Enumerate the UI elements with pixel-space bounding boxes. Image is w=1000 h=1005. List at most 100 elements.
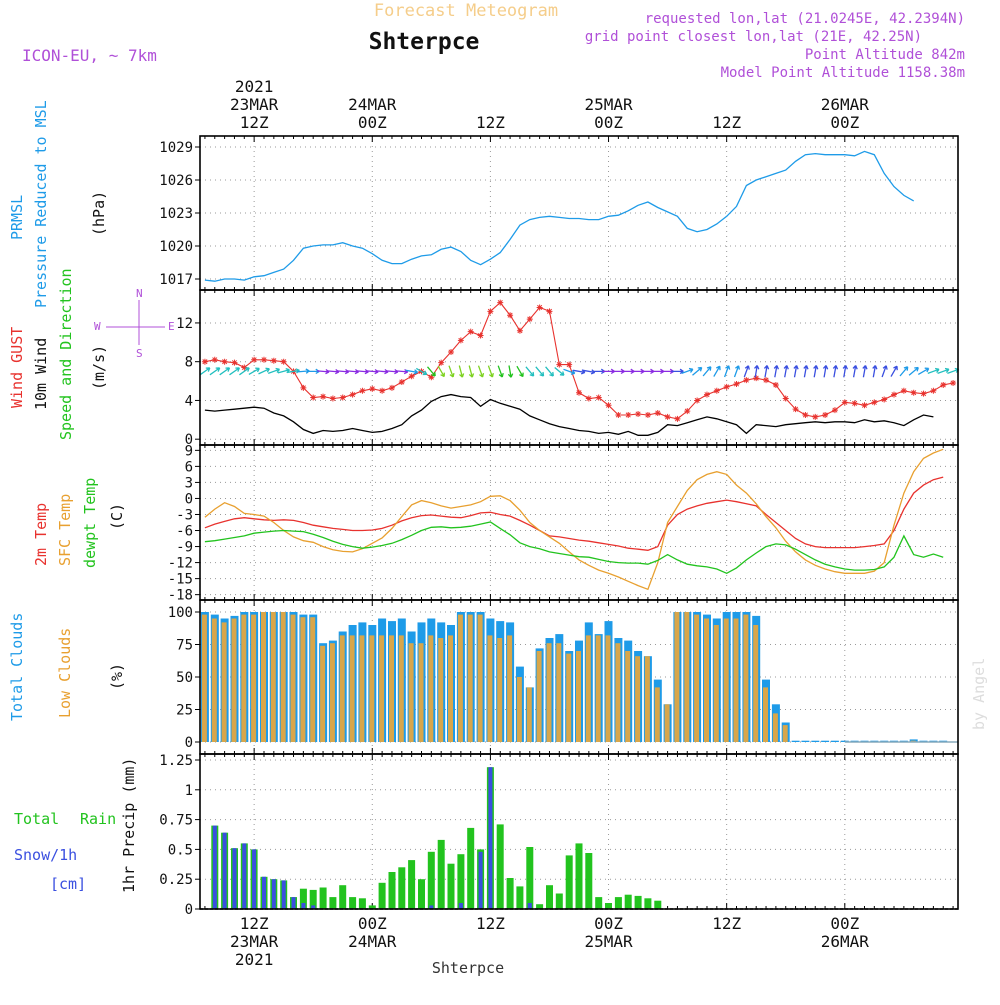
pressure-ytick-label: 1029 xyxy=(159,140,193,156)
rain-label: Rain xyxy=(80,810,116,828)
wind-gust-point xyxy=(526,316,533,323)
rain-bar xyxy=(427,851,435,909)
rain-bar xyxy=(496,824,504,909)
wind-gust-point xyxy=(713,387,720,394)
rain-bar xyxy=(457,854,465,909)
wind-direction-arrow xyxy=(525,366,535,377)
wind-gust-point xyxy=(664,413,671,420)
total-label: Total xyxy=(14,810,59,828)
wind-gust-point xyxy=(595,394,602,401)
low-clouds-bar xyxy=(408,643,414,742)
rain-bar xyxy=(467,827,475,909)
total-clouds-bar xyxy=(821,740,830,742)
point-altitude: Point Altitude 842m xyxy=(805,47,965,63)
wind-gust-point xyxy=(674,415,681,422)
rain-bar xyxy=(378,882,386,909)
wind-direction-arrow xyxy=(385,368,399,375)
wind-gust-point xyxy=(900,387,907,394)
pressure-line xyxy=(204,150,915,282)
low-clouds-bar xyxy=(713,625,719,742)
watermark: by Angel xyxy=(970,658,988,730)
wind-gust-point xyxy=(802,411,809,418)
wind-direction-arrow xyxy=(554,367,565,376)
top-time-tick-label: 12Z xyxy=(240,113,269,132)
rain-bar xyxy=(329,897,337,909)
wind-direction-arrow xyxy=(842,365,848,378)
wind-gust-point xyxy=(812,413,819,420)
wind-gust-point xyxy=(940,381,947,388)
top-time-tick-label: 25MAR xyxy=(584,95,633,114)
wind-direction-arrow xyxy=(317,368,330,375)
wind-ytick-label: 12 xyxy=(176,316,193,332)
wind-direction-arrow xyxy=(783,365,789,378)
wind-direction-arrow xyxy=(872,365,878,378)
wind-ytick-label: 0 xyxy=(185,432,193,448)
wind-gust-point xyxy=(339,394,346,401)
pressure-label-prmsl: PRMSL xyxy=(8,195,26,240)
low-clouds-bar xyxy=(556,643,562,742)
total-clouds-bar xyxy=(801,740,810,742)
low-clouds-bar xyxy=(516,677,522,742)
top-time-tick-label: 26MAR xyxy=(821,95,870,114)
requested-coords: requested lon,lat (21.0245E, 42.2394N) xyxy=(645,11,965,27)
low-clouds-bar xyxy=(477,614,483,742)
wind-gust-point xyxy=(546,308,553,315)
low-clouds-bar xyxy=(507,635,513,742)
rain-bar xyxy=(555,893,563,909)
top-time-tick-label: 24MAR xyxy=(348,95,397,114)
low-clouds-bar xyxy=(497,638,503,742)
rain-bar xyxy=(299,888,307,909)
low-clouds-bar xyxy=(585,635,591,742)
wind-direction-arrow xyxy=(507,365,514,378)
wind-direction-arrow xyxy=(917,367,930,375)
compass-s: S xyxy=(136,347,143,360)
rain-bar xyxy=(516,886,524,909)
wind-direction-arrow xyxy=(545,366,554,377)
pressure-unit: (hPa) xyxy=(90,191,108,236)
low-clouds-bar xyxy=(625,651,631,742)
wind-direction-arrow xyxy=(336,368,350,375)
low-clouds-bar xyxy=(270,612,276,742)
clouds-ytick-label: 100 xyxy=(168,605,193,621)
wind-gust-point xyxy=(379,387,386,394)
temp-2m-line xyxy=(204,476,944,551)
wind-direction-arrow xyxy=(248,367,260,375)
wind-gust-point xyxy=(221,358,228,365)
wind-direction-arrow xyxy=(702,366,712,377)
wind-gust-point xyxy=(792,406,799,413)
wind-gust-point xyxy=(438,359,445,366)
wind-gust-point xyxy=(920,390,927,397)
precip-ytick-label: 0.75 xyxy=(159,813,193,829)
low-clouds-bar xyxy=(349,635,355,742)
wind-direction-arrow xyxy=(356,368,369,375)
low-clouds-bar xyxy=(290,614,296,742)
temp-ytick-label: 6 xyxy=(185,459,193,475)
precip-ytick-label: 0 xyxy=(185,902,193,918)
bottom-time-tick-label: 25MAR xyxy=(584,932,633,951)
wind-direction-arrow xyxy=(773,365,780,378)
low-clouds-bar xyxy=(546,643,552,742)
wind-panel-labels: Wind GUST 10m Wind Speed and Direction (… xyxy=(8,268,108,440)
wind-gust-point xyxy=(270,357,277,364)
low-clouds-bar xyxy=(379,635,385,742)
wind-gust-point xyxy=(585,395,592,402)
low-clouds-bar xyxy=(654,687,660,742)
wind-direction-arrow xyxy=(415,367,428,376)
low-clouds-bar xyxy=(753,625,759,742)
snow-bar xyxy=(311,905,316,909)
temp-ytick-label: -3 xyxy=(176,507,193,523)
bottom-time-tick-label: 23MAR xyxy=(230,932,279,951)
wind-direction-arrow xyxy=(209,367,221,376)
snow-bar xyxy=(429,905,434,909)
wind-gust-point xyxy=(310,394,317,401)
wind-gust-point xyxy=(359,387,366,394)
wind-gust-point xyxy=(605,402,612,409)
snow-bar xyxy=(262,876,266,909)
rain-bar xyxy=(654,900,662,909)
low-clouds-bar xyxy=(684,612,690,742)
wind-direction-arrow xyxy=(219,367,231,376)
compass-e: E xyxy=(168,320,175,333)
snow-bar xyxy=(222,832,227,909)
snow-bar xyxy=(301,903,306,909)
